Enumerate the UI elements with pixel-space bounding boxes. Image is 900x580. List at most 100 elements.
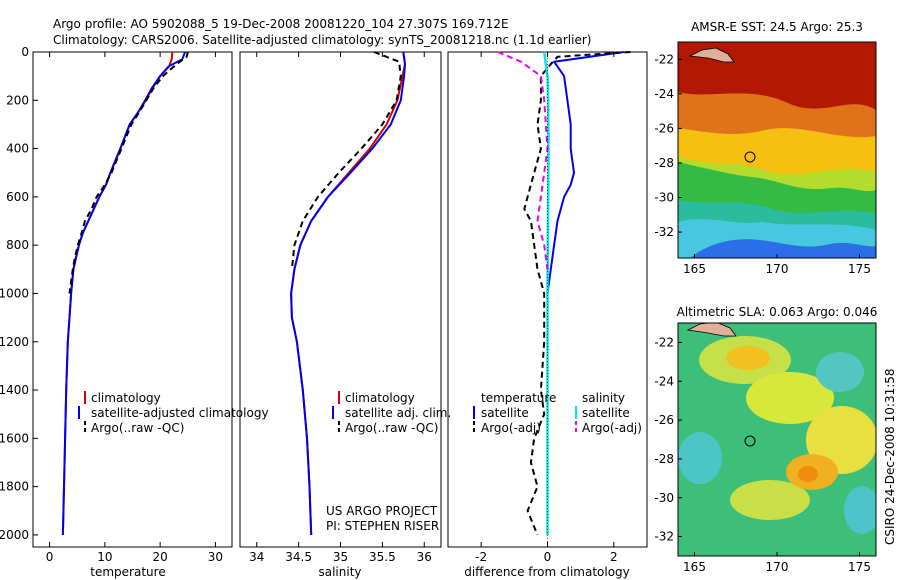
x-tick-label: 175 — [848, 560, 871, 574]
series-line-climatology — [61, 51, 174, 535]
y-tick-label: -24 — [654, 374, 674, 388]
y-tick-label: -32 — [654, 530, 674, 544]
sla-orange-patch — [726, 346, 770, 370]
y-tick-label: 600 — [6, 190, 29, 204]
difference-panel: -2 0 2 difference from climatology tempera… — [447, 51, 648, 579]
x-tick-label: 30 — [208, 550, 223, 564]
sst-argo-marker — [744, 151, 756, 163]
legend-label-temp-argo: Argo(-adj) — [481, 421, 541, 435]
y-tick-label: 800 — [6, 238, 29, 252]
difference-xlabel: difference from climatology — [464, 565, 630, 579]
x-tick-label: 165 — [683, 262, 706, 276]
legend-label-argo: Argo(..raw -QC) — [91, 421, 184, 435]
series-line-temperature-argo-adj- — [523, 51, 631, 536]
y-tick-label: 1200 — [0, 335, 29, 349]
y-tick-label: -30 — [654, 191, 674, 205]
x-tick-label: 34 — [249, 550, 264, 564]
y-tick-label: -32 — [654, 225, 674, 239]
credit-label: CSIRO 24-Dec-2008 10:31:58 — [883, 368, 897, 545]
x-tick-label: 35 — [333, 550, 348, 564]
sst-map-panel: AMSR-E SST: 24.5 Argo: 25.3 165 170 175 -22… — [654, 20, 877, 276]
salinity-legend: climatology satellite adj. clim. Argo(..… — [332, 391, 451, 435]
y-tick-label: -22 — [654, 335, 674, 349]
sst-field — [678, 42, 876, 258]
series-line-satellite-adjusted-climatology — [61, 51, 186, 535]
sla-orange-core — [798, 466, 818, 482]
legend-label-argo: Argo(..raw -QC) — [345, 421, 438, 435]
x-tick-label: 165 — [683, 560, 706, 574]
x-tick-label: 36 — [417, 550, 432, 564]
legend-header-salinity: salinity — [582, 391, 625, 405]
sla-map-axes: 165 170 175 -22 -24 -26 -28 -30 -32 — [654, 335, 871, 574]
sst-map-title: AMSR-E SST: 24.5 Argo: 25.3 — [691, 20, 863, 34]
y-tick-label: 1800 — [0, 480, 29, 494]
y-tick-label: -24 — [654, 87, 674, 101]
legend-header-temperature: temperature — [481, 391, 556, 405]
difference-axes: -2 0 2 — [475, 52, 618, 564]
y-tick-label: 0 — [21, 45, 29, 59]
sla-yellow-patch — [730, 480, 810, 520]
y-tick-label: -28 — [654, 156, 674, 170]
temperature-axes: 0 10 20 30 0 200 400 600 800 1000 1200 1400 1600 1800… — [0, 45, 223, 564]
x-tick-label: 175 — [848, 262, 871, 276]
pi-label: PI: STEPHEN RISER — [326, 519, 439, 533]
series-line-argo-raw-qc- — [68, 51, 189, 294]
temperature-plot-frame — [32, 51, 233, 548]
salinity-plot-frame — [239, 51, 442, 548]
x-tick-label: 170 — [766, 262, 789, 276]
y-tick-label: 2000 — [0, 528, 29, 542]
y-tick-label: -26 — [654, 121, 674, 135]
sla-map-panel: Altimetric SLA: 0.063 Argo: 0.046 165 170… — [654, 305, 878, 574]
y-tick-label: 1600 — [0, 431, 29, 445]
legend-label-climatology: climatology — [345, 391, 415, 405]
x-tick-label: 10 — [97, 550, 112, 564]
difference-series-group — [497, 51, 631, 547]
series-line-salinity-satellite — [542, 51, 550, 535]
legend-label-sal-argo: Argo(-adj) — [582, 421, 642, 435]
sst-band-blue — [690, 239, 876, 258]
x-tick-label: -2 — [475, 550, 487, 564]
temperature-series-group — [61, 51, 189, 535]
sla-cyan-patch — [678, 432, 722, 484]
sla-cyan-patch — [844, 486, 876, 534]
x-tick-label: 0 — [544, 550, 552, 564]
salinity-xlabel: salinity — [318, 565, 361, 579]
sla-island-land — [686, 323, 737, 337]
sla-yellow-patch — [746, 372, 834, 424]
y-tick-label: 1400 — [0, 383, 29, 397]
y-tick-label: -28 — [654, 452, 674, 466]
temperature-xlabel: temperature — [90, 565, 165, 579]
sst-map-axes: 165 170 175 -22 -24 -26 -28 -30 -32 — [654, 52, 871, 276]
title-line2: Climatology: CARS2006. Satellite-adjuste… — [53, 33, 591, 47]
x-tick-label: 35.5 — [369, 550, 396, 564]
x-tick-label: 0 — [46, 550, 54, 564]
series-line-argo-raw-qc- — [290, 51, 402, 270]
x-tick-label: 170 — [766, 560, 789, 574]
x-tick-label: 20 — [152, 550, 167, 564]
y-tick-label: 1000 — [0, 286, 29, 300]
temperature-legend: climatology satellite-adjusted climatolo… — [78, 391, 269, 435]
sla-field — [678, 323, 876, 556]
series-line-satellite-adj-clim- — [290, 51, 406, 535]
x-tick-label: 34.5 — [285, 550, 312, 564]
legend-label-climatology: climatology — [91, 391, 161, 405]
series-line-temperature-satellite — [546, 51, 624, 535]
salinity-panel: 34 34.5 35 35.5 36 salinity climatology sate… — [239, 51, 451, 579]
y-tick-label: -22 — [654, 52, 674, 66]
y-tick-label: -26 — [654, 413, 674, 427]
salinity-series-group — [290, 51, 406, 535]
project-label: US ARGO PROJECT — [326, 504, 438, 518]
x-tick-label: 2 — [610, 550, 618, 564]
legend-label-satellite: satellite adj. clim. — [345, 406, 451, 420]
legend-label-satellite-adjusted: satellite-adjusted climatology — [91, 406, 269, 420]
legend-label-sal-satellite: satellite — [582, 406, 630, 420]
sla-argo-marker — [744, 435, 756, 447]
sst-island-land — [688, 47, 735, 63]
sla-map-title: Altimetric SLA: 0.063 Argo: 0.046 — [677, 305, 878, 319]
sla-cyan-patch — [816, 352, 864, 392]
temperature-panel: 0 10 20 30 0 200 400 600 800 1000 1200 1400 1600 1800… — [0, 45, 269, 579]
y-tick-label: 200 — [6, 93, 29, 107]
title-line1: Argo profile: AO 5902088_5 19-Dec-2008 2… — [53, 17, 509, 31]
legend-label-temp-satellite: satellite — [481, 406, 529, 420]
difference-legend: temperature satellite Argo(-adj) salinit… — [473, 391, 642, 435]
